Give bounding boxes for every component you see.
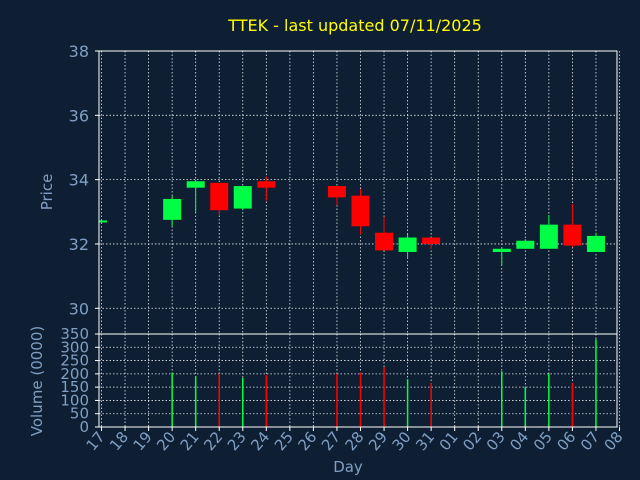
candle-22 [210,182,229,216]
candle-body [563,224,582,246]
candle-body [516,240,535,249]
candle-body [375,232,394,251]
candle-body [351,195,370,227]
candle-29 [375,216,394,251]
price-axis-label: Price [38,174,56,211]
price-tick-label: 38 [69,42,89,61]
candle-body [398,237,417,252]
day-axis-ticks: 1718192021222324252627282930310102030405… [83,427,627,454]
price-tick-label: 36 [69,106,89,125]
price-tick-label: 30 [69,299,89,318]
candle-28 [351,189,370,235]
candle-body [492,248,511,252]
price-tick-label: 34 [69,171,89,190]
candle-body [586,235,605,252]
day-axis-label: Day [333,458,363,476]
candle-06 [563,203,582,248]
price-tick-label: 32 [69,235,89,254]
volume-tick-label: 200 [60,365,89,383]
volume-tick-label: 50 [70,405,89,423]
candle-body [233,186,252,209]
candle-20 [163,195,182,227]
candle-04 [516,239,535,249]
volume-axis-label: Volume (0000) [28,326,46,436]
volume-panel-frame [98,333,618,428]
volume-tick-label: 100 [60,391,89,409]
candle-31 [422,237,441,249]
price-axis-ticks: 30 32 34 36 38 [69,42,99,318]
candle-24 [257,176,276,201]
candle-body [539,224,558,249]
candle-body [186,181,205,188]
volume-tick-label: 150 [60,378,89,396]
candle-body [163,198,182,220]
candle-05 [539,215,558,249]
candle-body [422,237,441,244]
candle-body [327,186,346,198]
candle-21 [186,179,205,212]
volume-tick-label: 0 [79,418,89,436]
volume-tick-label: 300 [60,338,89,356]
candle-07 [586,232,605,252]
candle-30 [398,234,417,259]
candle-body [210,182,229,211]
chart-title: TTEK - last updated 07/11/2025 [227,16,482,35]
volume-bars [171,339,597,427]
candle-27 [327,186,346,206]
candles [99,176,605,265]
candle-23 [233,186,252,211]
volume-tick-label: 350 [60,325,89,343]
candle-03 [492,247,511,265]
candle-body [257,181,276,188]
volume-tick-label: 250 [60,352,89,370]
